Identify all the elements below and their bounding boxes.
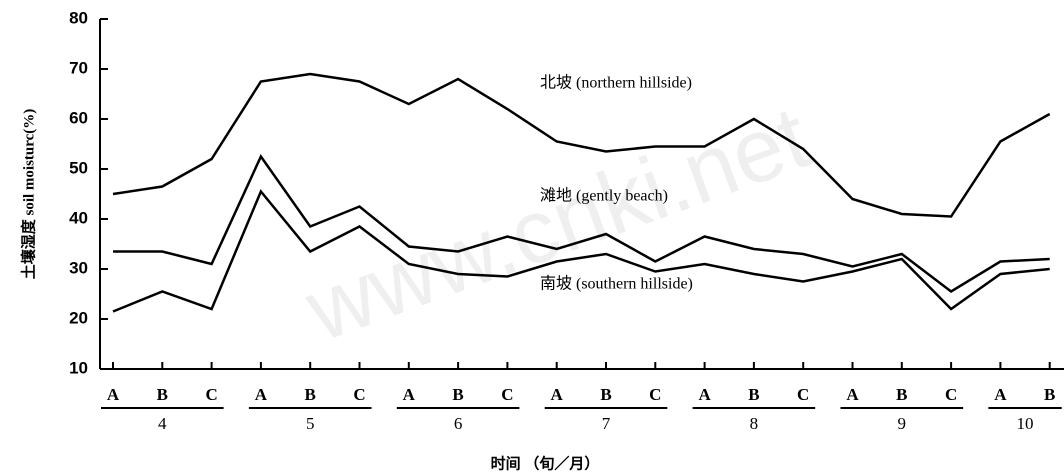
series-label: 南坡 (southern hillside)	[540, 275, 693, 293]
group-label: 5	[306, 414, 315, 433]
group-label: 10	[1017, 414, 1034, 433]
y-tick-label: 80	[69, 8, 88, 27]
x-tick-label: C	[649, 385, 661, 404]
x-tick-label: C	[797, 385, 809, 404]
series-line	[112, 72, 1051, 218]
x-tick-label: C	[945, 385, 957, 404]
group-label: 7	[602, 414, 611, 433]
x-tick-label: A	[846, 385, 859, 404]
x-tick-label: A	[255, 385, 268, 404]
y-axis-label: 土壤湿度 soil moisturc(%)	[19, 109, 37, 280]
y-tick-label: 20	[69, 308, 88, 327]
series-label: 北坡 (northern hillside)	[540, 74, 692, 92]
x-tick-label: A	[994, 385, 1007, 404]
x-tick-label: C	[501, 385, 513, 404]
watermark: www.cnki.net	[293, 87, 822, 361]
y-tick-label: 50	[69, 158, 88, 177]
x-tick-label: B	[305, 385, 316, 404]
x-tick-label: C	[353, 385, 365, 404]
y-tick-label: 30	[69, 258, 88, 277]
series-line	[112, 189, 1050, 313]
y-tick-label: 10	[69, 358, 88, 377]
x-tick-label: B	[1044, 385, 1055, 404]
group-label: 9	[898, 414, 907, 433]
x-tick-label: B	[600, 385, 611, 404]
x-tick-label: A	[107, 385, 120, 404]
y-tick-label: 40	[69, 208, 88, 227]
y-tick-label: 60	[69, 108, 88, 127]
series-line	[113, 154, 1050, 294]
group-label: 4	[158, 414, 167, 433]
group-label: 8	[750, 414, 759, 433]
x-tick-label: A	[698, 385, 711, 404]
x-axis-label: 时间 （旬／月）	[491, 454, 600, 472]
x-tick-label: B	[748, 385, 759, 404]
x-tick-label: A	[551, 385, 564, 404]
x-tick-label: B	[896, 385, 907, 404]
x-tick-label: A	[403, 385, 416, 404]
y-tick-label: 70	[69, 58, 88, 77]
x-tick-label: B	[157, 385, 168, 404]
series-label: 滩地 (gently beach)	[540, 187, 668, 205]
x-tick-label: C	[205, 385, 217, 404]
group-label: 6	[454, 414, 463, 433]
x-tick-label: B	[452, 385, 463, 404]
